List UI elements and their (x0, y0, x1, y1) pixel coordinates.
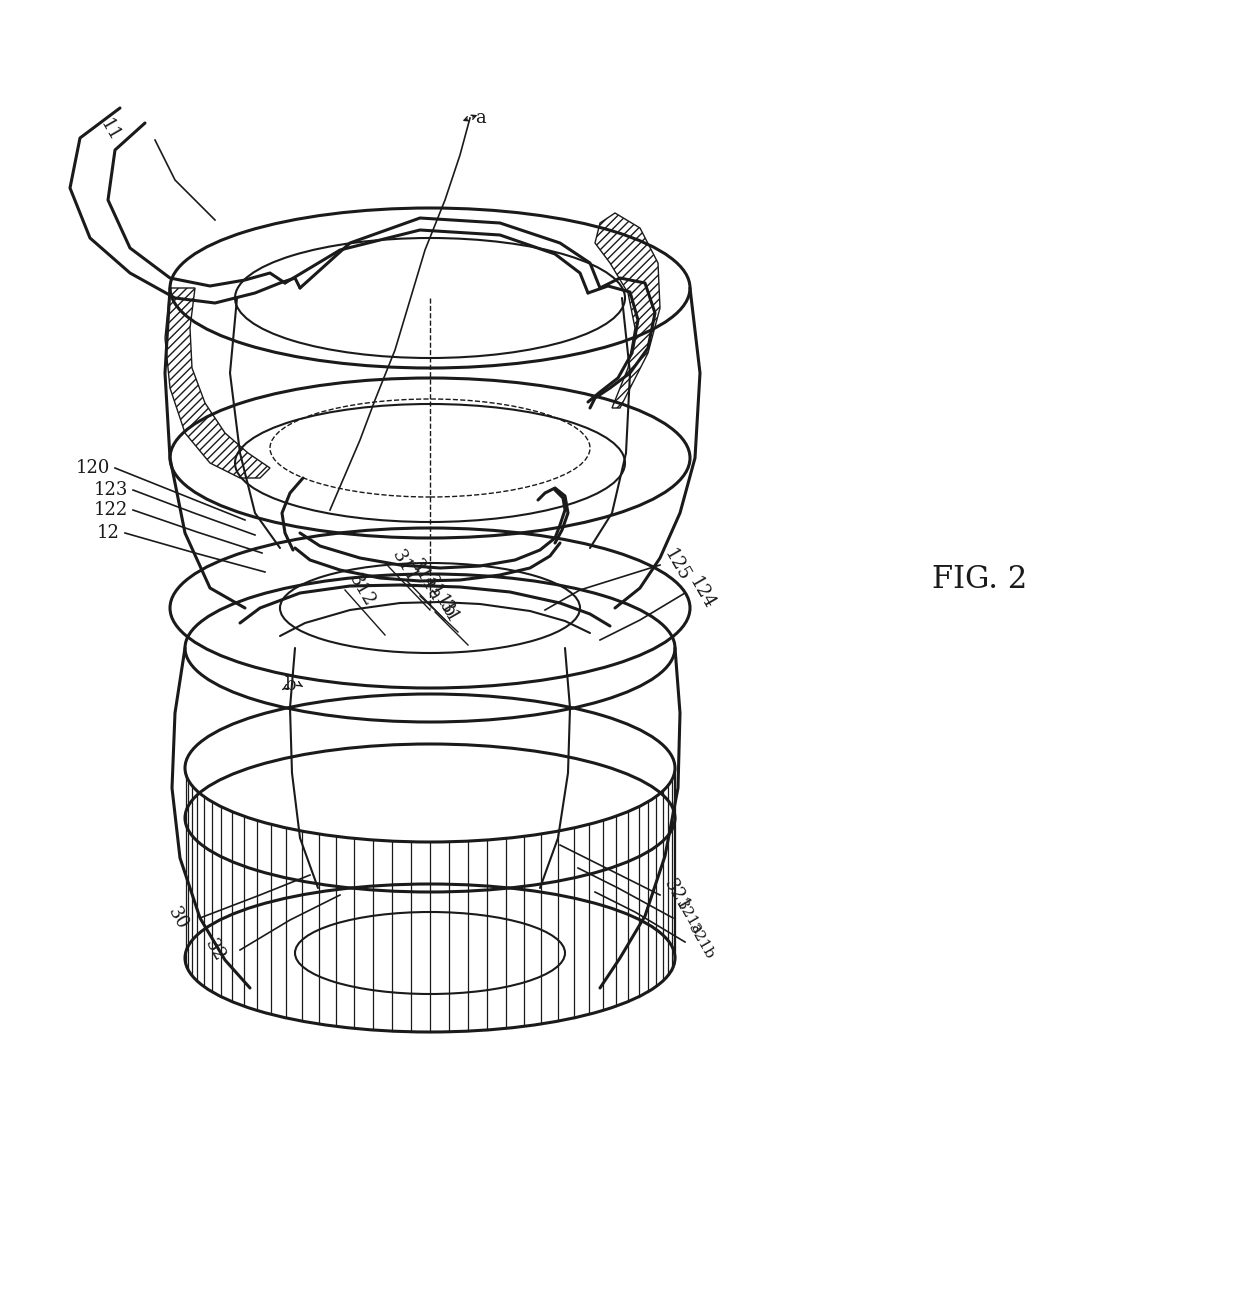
Text: a: a (475, 109, 485, 127)
Text: 311a: 311a (405, 556, 444, 604)
Text: 12: 12 (97, 525, 120, 542)
Text: 312: 312 (345, 570, 378, 610)
Text: 122: 122 (94, 501, 128, 519)
Text: 30: 30 (165, 904, 191, 933)
Polygon shape (165, 288, 270, 477)
Text: 311b: 311b (420, 572, 459, 620)
Text: 321: 321 (660, 875, 693, 914)
Text: 321b: 321b (684, 922, 717, 963)
Text: 11: 11 (97, 115, 124, 144)
Text: b: b (284, 676, 296, 695)
Text: 123: 123 (94, 481, 128, 498)
Text: 125: 125 (660, 545, 693, 585)
Polygon shape (595, 213, 660, 408)
Text: 120: 120 (76, 459, 110, 477)
Text: 124: 124 (684, 574, 718, 612)
Text: 311: 311 (388, 547, 420, 586)
Text: 31: 31 (435, 598, 463, 627)
Text: 321a: 321a (673, 899, 704, 938)
Text: 32: 32 (201, 935, 228, 964)
Text: FIG. 2: FIG. 2 (932, 565, 1028, 595)
